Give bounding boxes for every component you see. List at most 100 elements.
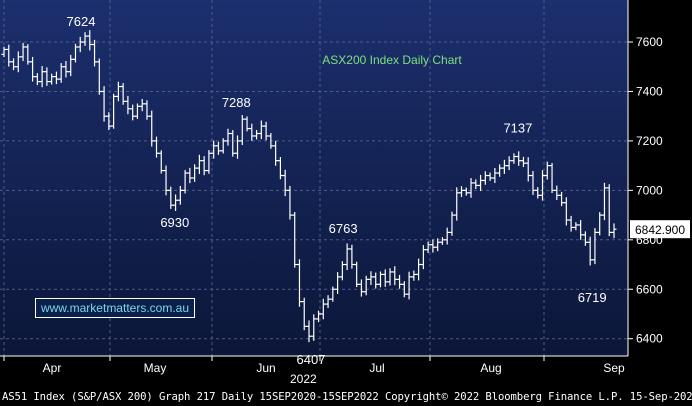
price-bar xyxy=(30,56,36,82)
price-bar xyxy=(349,244,355,269)
price-bar xyxy=(154,136,159,158)
price-bar xyxy=(158,150,164,174)
price-bar xyxy=(392,266,398,286)
price-bar xyxy=(425,241,431,253)
x-tick-label: Jul xyxy=(369,361,384,375)
x-tick-label: Aug xyxy=(480,361,501,375)
price-bar xyxy=(459,186,464,197)
price-bar xyxy=(44,67,50,86)
price-bar xyxy=(235,135,241,159)
price-bar xyxy=(358,279,364,297)
x-tick-label: May xyxy=(144,361,167,375)
price-bar xyxy=(606,184,612,237)
price-bar xyxy=(601,182,607,221)
price-bar xyxy=(220,138,226,154)
price-bar xyxy=(420,245,426,270)
price-bar xyxy=(173,194,179,211)
price-bar xyxy=(335,272,341,294)
price-bar xyxy=(363,275,369,296)
price-bar xyxy=(39,66,45,88)
price-bar xyxy=(106,112,112,131)
price-bar xyxy=(454,187,460,221)
price-bar xyxy=(192,164,198,182)
price-bar xyxy=(416,258,422,281)
price-bar xyxy=(239,115,245,146)
price-bar xyxy=(463,187,469,196)
price-bar xyxy=(273,140,279,166)
price-bar xyxy=(301,297,307,331)
price-bar xyxy=(268,133,274,149)
chart-title: ASX200 Index Daily Chart xyxy=(322,53,462,67)
price-bar xyxy=(211,140,217,159)
price-bar xyxy=(401,281,407,298)
price-bar xyxy=(225,128,231,146)
y-tick-label: 6600 xyxy=(636,282,663,296)
price-bar xyxy=(316,310,322,323)
price-bar xyxy=(368,271,374,285)
price-bars xyxy=(1,30,617,343)
price-bar xyxy=(163,165,169,196)
price-annotation: 6407 xyxy=(297,352,326,367)
price-bar xyxy=(15,51,21,73)
price-bar xyxy=(287,185,293,220)
website-watermark[interactable]: www.marketmatters.com.au xyxy=(35,298,195,318)
price-bar xyxy=(582,231,588,246)
price-bar xyxy=(168,186,174,209)
price-bar xyxy=(377,271,383,288)
x-tick-label: Apr xyxy=(43,361,62,375)
price-bar xyxy=(435,238,441,252)
x-tick-label: Jun xyxy=(256,361,275,375)
price-bar xyxy=(482,171,488,185)
price-bar xyxy=(182,169,188,194)
price-bar xyxy=(115,81,121,102)
price-bar xyxy=(53,71,59,85)
price-bar xyxy=(530,170,536,195)
price-bar xyxy=(344,243,350,271)
price-bar xyxy=(311,314,317,341)
price-bar xyxy=(563,197,569,226)
price-bar xyxy=(492,168,498,184)
price-bar xyxy=(20,42,26,62)
price-bar xyxy=(516,151,522,166)
price-bar xyxy=(439,237,445,245)
price-bar xyxy=(568,215,574,232)
price-bar xyxy=(387,268,393,286)
price-bar xyxy=(282,169,288,197)
price-annotation: 7137 xyxy=(503,120,532,135)
price-bar xyxy=(587,236,593,266)
price-bar xyxy=(92,39,98,67)
y-tick-label: 7200 xyxy=(636,134,663,148)
price-bar xyxy=(258,120,264,140)
price-bar xyxy=(111,93,117,129)
price-bar xyxy=(373,272,379,289)
price-bar xyxy=(82,32,88,46)
price-bar xyxy=(406,271,412,300)
price-bar xyxy=(511,153,517,164)
price-annotation: 7624 xyxy=(67,14,96,29)
price-bar xyxy=(559,191,565,207)
price-bar xyxy=(325,295,331,309)
price-bar xyxy=(578,220,584,240)
price-bar xyxy=(77,36,83,53)
price-bar xyxy=(72,43,78,63)
price-bar xyxy=(611,223,617,239)
price-bar xyxy=(473,179,479,189)
price-bar xyxy=(68,54,74,77)
price-bar xyxy=(468,178,474,198)
price-bar xyxy=(449,211,455,236)
price-bar xyxy=(549,162,555,194)
bloomberg-footer: AS51 Index (S&P/ASX 200) Graph 217 Daily… xyxy=(2,391,692,403)
price-bar xyxy=(206,150,212,174)
price-bar xyxy=(230,130,236,157)
price-bar xyxy=(254,129,260,140)
price-bar xyxy=(478,174,484,192)
price-bar xyxy=(125,95,131,115)
x-tick-label: Sep xyxy=(603,361,625,375)
grid xyxy=(0,0,628,356)
price-bar xyxy=(544,161,550,180)
price-bar xyxy=(49,73,55,85)
price-bar xyxy=(320,298,326,320)
price-bar xyxy=(120,83,126,105)
price-bar xyxy=(354,261,360,288)
